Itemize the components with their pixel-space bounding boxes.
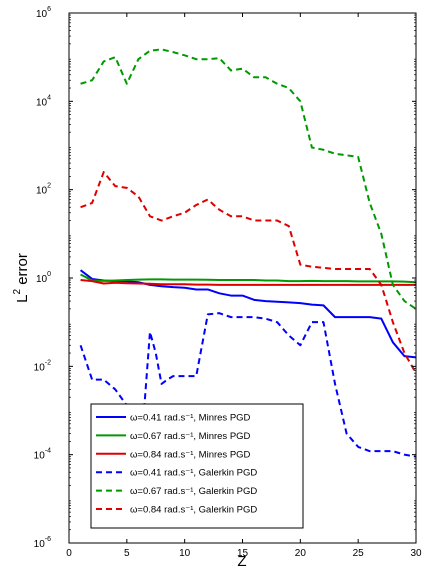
y-tick-label: 10-2: [34, 359, 51, 373]
y-tick-label: 104: [36, 94, 51, 108]
x-axis-label: Z: [237, 553, 246, 570]
series-line-5: [80, 48, 417, 310]
legend-entry-6: ω=0.84 rad.s⁻¹, Galerkin PGD: [130, 505, 257, 516]
x-tick-label: 15: [237, 548, 249, 559]
legend-entry-1: ω=0.41 rad.s⁻¹, Minres PGD: [130, 413, 251, 424]
x-tick-label: 10: [179, 548, 191, 559]
x-tick-label: 20: [295, 548, 307, 559]
y-axis-label-sup: 2: [12, 289, 23, 295]
y-tick-label: 106: [36, 6, 51, 20]
legend: ω=0.41 rad.s⁻¹, Minres PGD ω=0.67 rad.s⁻¹…: [90, 403, 304, 529]
y-tick-label: 10-4: [34, 448, 51, 462]
legend-entry-3: ω=0.84 rad.s⁻¹, Minres PGD: [130, 449, 251, 460]
series-line-6: [80, 171, 417, 374]
series-line-1: [79, 269, 417, 359]
series-line-4: [79, 312, 417, 458]
y-tick-label: 10-6: [34, 536, 51, 550]
x-tick-label: 5: [124, 548, 130, 559]
y-axis-label-base: L: [14, 295, 31, 303]
x-tick-label: 25: [353, 548, 365, 559]
y-tick-label: 102: [36, 183, 51, 197]
series-line-2: [80, 273, 417, 284]
legend-entry-2: ω=0.67 rad.s⁻¹, Minres PGD: [130, 431, 251, 442]
legend-entry-4: ω=0.41 rad.s⁻¹, Galerkin PGD: [130, 468, 257, 479]
y-axis: 10-6 10-4 10-2 100 102 104 106: [34, 6, 416, 550]
series-layer: [79, 48, 417, 458]
y-tick-label: 100: [36, 271, 51, 285]
legend-box: [90, 403, 304, 529]
x-axis: 0 5 10 15 20 25 30: [66, 13, 422, 559]
y-axis-label-rest: error: [14, 253, 31, 289]
legend-entry-5: ω=0.67 rad.s⁻¹, Galerkin PGD: [130, 486, 257, 497]
y-axis-label: L2 error: [12, 253, 31, 303]
x-tick-label: 30: [410, 548, 422, 559]
x-tick-label: 0: [66, 548, 72, 559]
series-line-3: [80, 279, 416, 286]
